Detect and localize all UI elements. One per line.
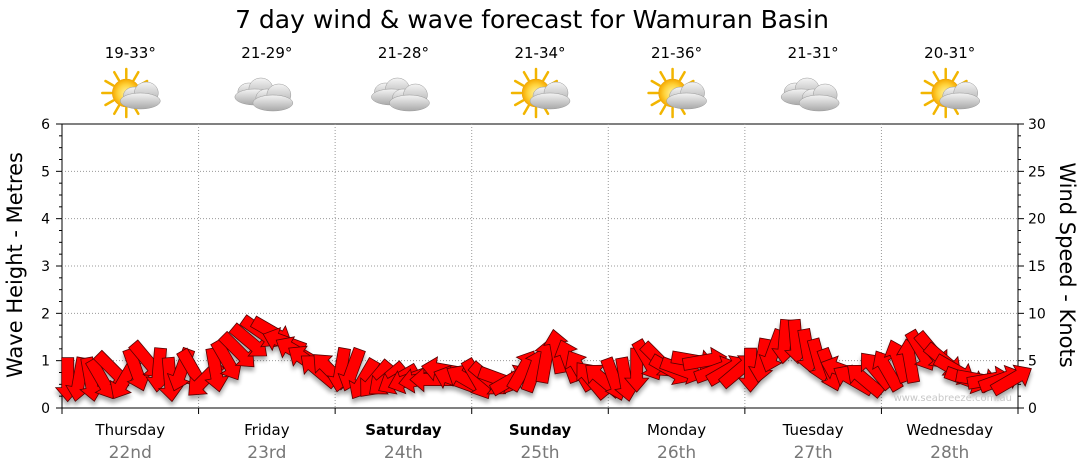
sun-cloud-icon xyxy=(920,67,980,119)
y-right-tick-label: 0 xyxy=(1028,401,1037,417)
y-right-tick-label: 25 xyxy=(1028,164,1046,180)
y-right-tick-label: 15 xyxy=(1028,259,1046,275)
day-name-label: Wednesday xyxy=(906,421,993,439)
day-name-label: Sunday xyxy=(509,421,572,439)
y-left-tick-label: 5 xyxy=(41,164,50,180)
sun-cloud-icon xyxy=(647,67,707,119)
day-date-label: 23rd xyxy=(247,443,286,463)
cloud-icon xyxy=(120,81,161,110)
day-name-label: Saturday xyxy=(365,421,442,439)
sun-cloud-icon xyxy=(101,67,161,119)
day-labels: Thursday 22nd Friday 23rd Saturday 24th Sunday… xyxy=(94,421,993,463)
cloud-icon xyxy=(234,77,294,112)
temperature-range-label: 21-29° xyxy=(241,44,292,62)
wind-arrow xyxy=(228,322,268,357)
wind-series xyxy=(54,314,1032,403)
daily-forecast-header: 19-33° 21-29° 21-28° 21-34° 21-36° 21-31° 20-3… xyxy=(101,44,980,119)
day-name-label: Friday xyxy=(244,421,290,439)
y-right-tick-label: 30 xyxy=(1028,117,1046,133)
y-axis-left-title: Wave Height - Metres xyxy=(3,152,27,378)
y-axis-right-title: Wind Speed - Knots xyxy=(1055,162,1079,367)
cloud-icon xyxy=(529,81,571,110)
y-left-tick-label: 2 xyxy=(41,306,50,322)
day-date-label: 27th xyxy=(794,443,833,463)
wind-arrow xyxy=(204,346,230,393)
y-right-tick-label: 10 xyxy=(1028,306,1046,322)
watermark: www.seabreeze.com.au xyxy=(894,393,1012,404)
y-left-tick-label: 3 xyxy=(41,259,50,275)
day-date-label: 24th xyxy=(384,443,423,463)
chart-title: 7 day wind & wave forecast for Wamuran B… xyxy=(235,5,829,34)
sun-cloud-icon xyxy=(510,67,571,119)
cloud-icon xyxy=(798,83,840,112)
wind-arrow xyxy=(218,330,255,368)
day-date-label: 28th xyxy=(930,443,969,463)
day-date-label: 26th xyxy=(657,443,696,463)
y-right-tick-label: 5 xyxy=(1028,354,1037,370)
day-date-label: 22nd xyxy=(109,443,152,463)
temperature-range-label: 19-33° xyxy=(105,44,156,62)
y-left-tick-label: 4 xyxy=(41,212,50,228)
cloud-icon xyxy=(389,83,430,112)
y-left-tick-label: 6 xyxy=(41,117,50,133)
cloud-icon xyxy=(780,77,840,112)
day-name-label: Thursday xyxy=(94,421,165,439)
temperature-range-label: 21-34° xyxy=(514,44,565,62)
y-right-tick-label: 20 xyxy=(1028,212,1046,228)
y-left-tick-label: 0 xyxy=(41,401,50,417)
day-name-label: Tuesday xyxy=(782,421,844,439)
cloud-icon xyxy=(939,81,980,110)
cloud-icon xyxy=(666,81,707,110)
day-name-label: Monday xyxy=(647,421,706,439)
cloud-icon xyxy=(371,77,430,112)
y-left-tick-label: 1 xyxy=(41,354,50,370)
axis-ticks: 0 1 2 3 4 5 6 0 5 10 15 20 25 30 xyxy=(41,117,1046,417)
temperature-range-label: 21-31° xyxy=(788,44,839,62)
temperature-range-label: 20-31° xyxy=(924,44,975,62)
day-date-label: 25th xyxy=(520,443,559,463)
temperature-range-label: 21-28° xyxy=(378,44,429,62)
wind-arrow xyxy=(989,364,1032,397)
temperature-range-label: 21-36° xyxy=(651,44,702,62)
cloud-icon xyxy=(252,83,294,112)
